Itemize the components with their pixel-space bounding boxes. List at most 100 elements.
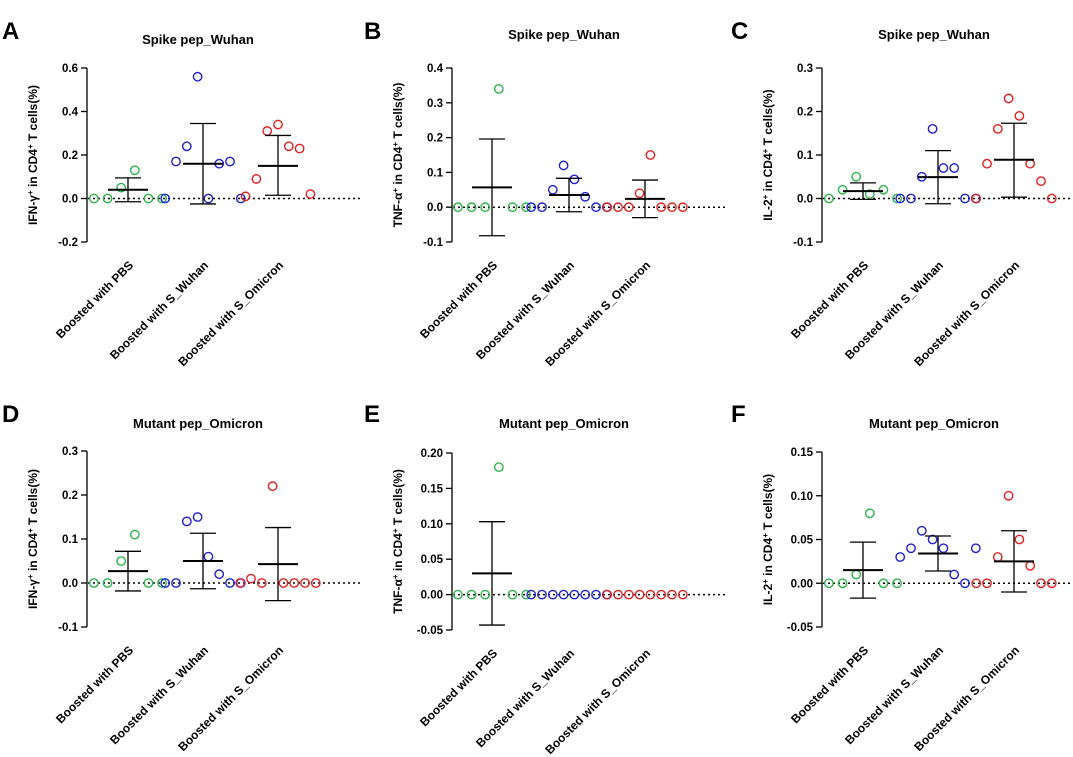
- data-point: [602, 589, 613, 600]
- data-point: [906, 543, 916, 554]
- data-point: [645, 150, 656, 160]
- data-point: [892, 193, 902, 204]
- data-point: [143, 578, 154, 588]
- y-axis-label: IL-2+ in CD4+ T cells(%): [761, 89, 776, 220]
- x-category-label: Boosted with PBS: [788, 643, 871, 726]
- y-tick-label: 0.2: [797, 107, 813, 119]
- data-point: [1014, 110, 1025, 121]
- panel-A: A Spike pep_Wuhan -0.2 0.0 0.2 0.4 0.6 IFN-γ+ i…: [2, 18, 363, 369]
- data-point: [171, 578, 181, 588]
- data-point: [240, 191, 251, 202]
- data-point: [192, 512, 203, 522]
- data-point: [971, 193, 982, 204]
- data-point: [203, 193, 214, 204]
- x-category-label: Boosted with PBS: [417, 646, 500, 729]
- data-point: [203, 551, 214, 562]
- data-point: [453, 589, 463, 600]
- data-point: [262, 126, 273, 136]
- data-point: [160, 578, 171, 588]
- y-axis-label: IFN-γ+ in CD4+ T cells(%): [26, 85, 41, 225]
- data-point: [129, 165, 140, 176]
- data-point: [634, 188, 645, 199]
- data-point: [878, 184, 889, 195]
- panel-title: Mutant pep_Omicron: [499, 416, 629, 431]
- data-point: [949, 163, 960, 173]
- data-point: [526, 202, 537, 213]
- data-point: [480, 589, 491, 600]
- data-point: [283, 141, 294, 152]
- data-point: [916, 525, 927, 536]
- y-tick-label: 0.1: [427, 167, 444, 179]
- data-point: [294, 143, 305, 154]
- y-tick-label: -0.1: [793, 237, 813, 249]
- y-tick-label: 0.2: [62, 490, 78, 502]
- data-point: [181, 516, 192, 527]
- data-point: [938, 163, 949, 173]
- y-tick-label: 0.3: [62, 446, 78, 458]
- y-tick-label: 0.3: [797, 63, 813, 75]
- data-point: [824, 578, 834, 589]
- y-tick-label: 0.10: [421, 519, 443, 531]
- data-point: [493, 462, 504, 473]
- y-tick-label: -0.05: [417, 625, 444, 637]
- data-point: [864, 189, 875, 200]
- x-category-label: Boosted with PBS: [417, 258, 500, 341]
- data-point: [938, 543, 949, 554]
- data-point: [971, 578, 982, 589]
- panel-letter: F: [731, 401, 746, 428]
- data-point: [1036, 578, 1046, 589]
- data-point: [634, 589, 645, 600]
- data-point: [851, 569, 862, 580]
- data-point: [591, 589, 601, 600]
- data-point: [895, 552, 906, 562]
- data-point: [116, 556, 127, 566]
- data-point: [521, 202, 531, 213]
- x-category-label: Boosted with PBS: [788, 258, 871, 341]
- y-tick-label: 0.10: [791, 491, 813, 503]
- y-tick-label: -0.1: [58, 622, 78, 634]
- data-point: [851, 171, 862, 182]
- data-point: [558, 160, 569, 171]
- y-tick-label: 0.0: [797, 194, 813, 206]
- data-point: [171, 156, 181, 167]
- data-point: [656, 589, 667, 600]
- y-tick-label: -0.2: [58, 237, 78, 249]
- data-point: [982, 578, 992, 589]
- y-axis-label: IFN-γ+ in CD4+ T cells(%): [26, 469, 41, 609]
- y-tick-label: -0.1: [423, 237, 443, 249]
- panel-title: Spike pep_Wuhan: [142, 32, 254, 47]
- y-tick-label: 0.15: [421, 483, 444, 495]
- data-point: [453, 202, 463, 213]
- y-tick-label: 0.1: [62, 534, 79, 546]
- data-point: [1003, 93, 1014, 104]
- data-point: [526, 589, 537, 600]
- data-point: [580, 589, 591, 600]
- data-point: [927, 534, 938, 545]
- data-point: [927, 123, 938, 134]
- panel-letter: A: [2, 18, 19, 45]
- panel-letter: D: [2, 401, 19, 428]
- data-point: [289, 578, 300, 588]
- data-point: [547, 184, 558, 195]
- data-point: [656, 202, 667, 213]
- data-point: [181, 141, 192, 152]
- data-point: [645, 589, 656, 600]
- y-tick-label: 0.00: [421, 590, 443, 602]
- data-point: [235, 193, 246, 204]
- y-tick-label: 0.4: [427, 63, 444, 75]
- data-point: [537, 202, 547, 213]
- data-point: [970, 543, 981, 554]
- data-point: [116, 182, 127, 193]
- x-category-label: Boosted with PBS: [53, 643, 136, 726]
- data-point: [300, 578, 310, 588]
- y-axis-label: TNF-α+ in CD4+ T cells(%): [391, 469, 406, 614]
- y-tick-label: 0.2: [62, 150, 78, 162]
- data-point: [521, 589, 531, 600]
- data-point: [677, 589, 688, 600]
- x-category-label: Boosted with PBS: [53, 258, 136, 341]
- data-point: [1046, 193, 1057, 204]
- data-point: [878, 578, 889, 589]
- data-point: [992, 123, 1003, 134]
- data-point: [267, 481, 278, 492]
- data-point: [1003, 490, 1014, 501]
